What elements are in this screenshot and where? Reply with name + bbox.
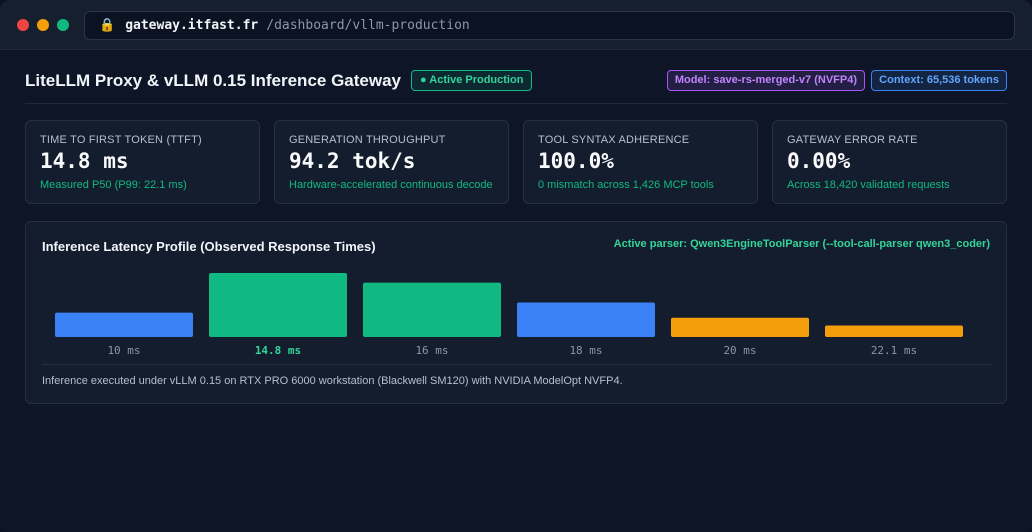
- bar-tick-label: 16 ms: [415, 344, 448, 357]
- latency-bar: [363, 282, 501, 337]
- url-domain: gateway.itfast.fr: [125, 18, 259, 33]
- metric-value: 100.0%: [538, 149, 614, 173]
- metric-card-error-rate: GATEWAY ERROR RATE 0.00% Across 18,420 v…: [772, 120, 1007, 204]
- metric-card-ttft: TIME TO FIRST TOKEN (TTFT) 14.8 ms Measu…: [25, 120, 260, 204]
- maximize-window-button[interactable]: [57, 19, 69, 31]
- address-bar[interactable]: 🔒 gateway.itfast.fr /dashboard/vllm-prod…: [84, 11, 1015, 40]
- metric-card-throughput: GENERATION THROUGHPUT 94.2 tok/s Hardwar…: [274, 120, 509, 204]
- status-badge: ● Active Production: [411, 70, 533, 91]
- header-divider: [25, 103, 1007, 104]
- metric-value: 14.8 ms: [40, 149, 129, 173]
- dashboard-header: LiteLLM Proxy & vLLM 0.15 Inference Gate…: [25, 70, 1007, 92]
- latency-bar: [55, 312, 193, 337]
- latency-bar: [671, 317, 809, 337]
- latency-chart-panel: 10 ms 14.8 ms 16 ms 18 ms 20 ms 22.1 ms Infer…: [25, 221, 1007, 404]
- bar-tick-label: 14.8 ms: [255, 344, 301, 357]
- metric-card-tool-syntax: TOOL SYNTAX ADHERENCE 100.0% 0 mismatch …: [523, 120, 758, 204]
- chart-footnote: Inference executed under vLLM 0.15 on RT…: [42, 375, 623, 387]
- latency-bar-chart: 10 ms 14.8 ms 16 ms 18 ms 20 ms 22.1 ms: [55, 273, 963, 357]
- metric-subtext: Across 18,420 validated requests: [787, 179, 950, 191]
- latency-bar: [209, 273, 347, 337]
- bar-tick-label: 10 ms: [107, 344, 140, 357]
- metric-value: 0.00%: [787, 149, 851, 173]
- bar-tick-label: 22.1 ms: [871, 344, 917, 357]
- latency-bar: [517, 302, 655, 337]
- metric-label: GATEWAY ERROR RATE: [787, 134, 918, 146]
- model-badge: Model: save-rs-merged-v7 (NVFP4): [666, 70, 865, 91]
- bar-tick-label: 20 ms: [723, 344, 756, 357]
- metric-label: TIME TO FIRST TOKEN (TTFT): [40, 134, 202, 146]
- browser-titlebar: 🔒 gateway.itfast.fr /dashboard/vllm-prod…: [0, 0, 1032, 50]
- metric-label: GENERATION THROUGHPUT: [289, 134, 446, 146]
- close-window-button[interactable]: [17, 19, 29, 31]
- page-title: LiteLLM Proxy & vLLM 0.15 Inference Gate…: [25, 71, 402, 90]
- url-path: /dashboard/vllm-production: [266, 18, 470, 33]
- latency-bar: [825, 325, 963, 337]
- bar-tick-label: 18 ms: [569, 344, 602, 357]
- context-badge: Context: 65,536 tokens: [871, 70, 1007, 91]
- metric-subtext: 0 mismatch across 1,426 MCP tools: [538, 179, 714, 191]
- metric-label: TOOL SYNTAX ADHERENCE: [538, 134, 690, 146]
- metric-subtext: Hardware-accelerated continuous decode: [289, 179, 493, 191]
- minimize-window-button[interactable]: [37, 19, 49, 31]
- chart-title: Inference Latency Profile (Observed Resp…: [42, 239, 376, 254]
- metric-subtext: Measured P50 (P99: 22.1 ms): [40, 179, 187, 191]
- chart-divider: [42, 364, 992, 365]
- active-parser-label: Active parser: Qwen3EngineToolParser (--…: [613, 238, 990, 250]
- metric-value: 94.2 tok/s: [289, 149, 416, 173]
- lock-icon: 🔒: [99, 18, 116, 33]
